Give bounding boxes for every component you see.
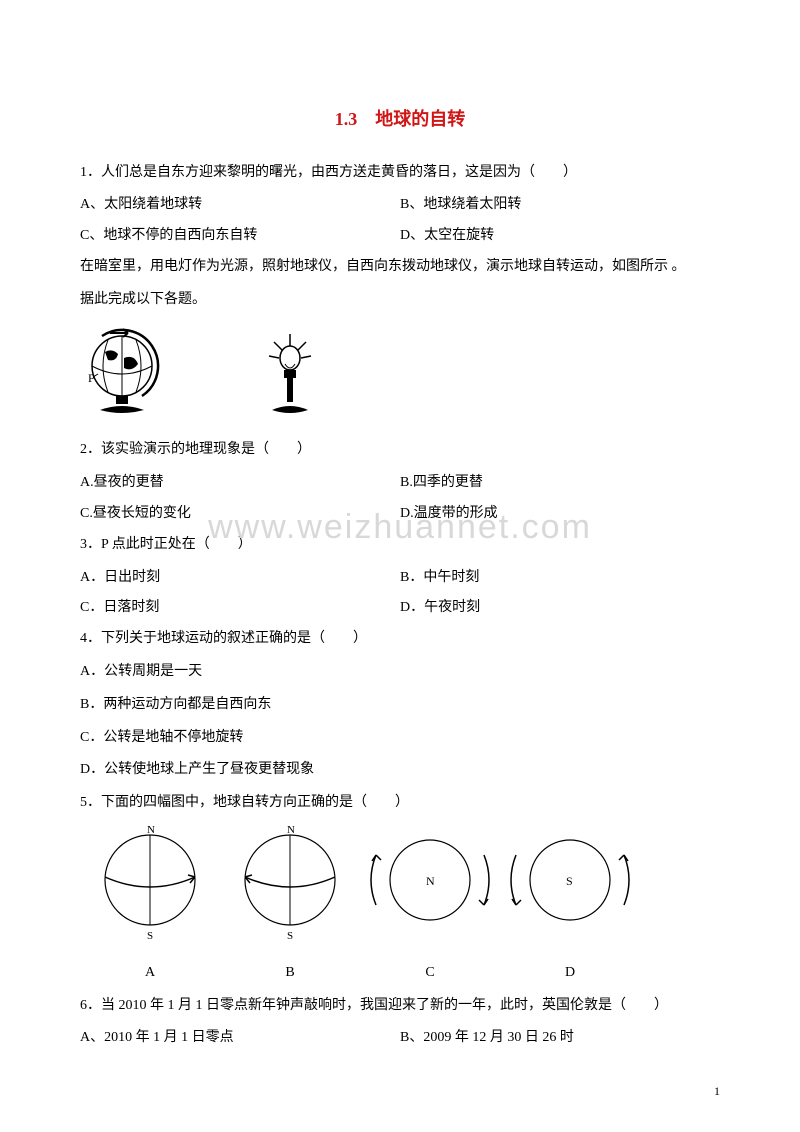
q6-optB: B、2009 年 12 月 30 日 26 时 — [400, 1023, 720, 1054]
diagram-a: N S — [105, 825, 195, 942]
label-p: P — [88, 371, 95, 385]
context-line1: 在暗室里，用电灯作为光源，照射地球仪，自西向东拨动地球仪，演示地球自转运动，如图… — [80, 252, 720, 283]
lamp-icon — [269, 334, 311, 413]
q2-row2: C.昼夜长短的变化 D.温度带的形成 — [80, 499, 720, 530]
label-d: D — [500, 958, 640, 989]
context-line2: 据此完成以下各题。 — [80, 285, 720, 316]
q4-optB: B．两种运动方向都是自西向东 — [80, 690, 720, 721]
q1-optA: A、太阳绕着地球转 — [80, 190, 400, 221]
svg-text:S: S — [147, 930, 153, 942]
q2-optA: A.昼夜的更替 — [80, 468, 400, 499]
diagram-labels: A B C D — [80, 958, 640, 989]
q4-optC: C．公转是地轴不停地旋转 — [80, 723, 720, 754]
globe-lamp-diagram: P — [80, 324, 720, 432]
svg-text:S: S — [566, 874, 573, 888]
diagram-c: N — [371, 840, 489, 920]
diagram-b: N S — [245, 825, 335, 942]
q3-optD: D．午夜时刻 — [400, 593, 720, 624]
q2-optB: B.四季的更替 — [400, 468, 720, 499]
q3-stem: 3．P 点此时正处在（ ） — [80, 530, 720, 561]
q3-row1: A．日出时刻 B．中午时刻 — [80, 563, 720, 594]
q3-optA: A．日出时刻 — [80, 563, 400, 594]
q2-optC: C.昼夜长短的变化 — [80, 499, 400, 530]
globe-icon: P — [88, 329, 158, 413]
q2-stem: 2．该实验演示的地理现象是（ ） — [80, 435, 720, 466]
q4-stem: 4．下列关于地球运动的叙述正确的是（ ） — [80, 624, 720, 655]
label-c: C — [360, 958, 500, 989]
q5-stem: 5．下面的四幅图中，地球自转方向正确的是（ ） — [80, 788, 720, 819]
q1-optB: B、地球绕着太阳转 — [400, 190, 720, 221]
q6-row1: A、2010 年 1 月 1 日零点 B、2009 年 12 月 30 日 26… — [80, 1023, 720, 1054]
q3-optB: B．中午时刻 — [400, 563, 720, 594]
page-title: 1.3 地球的自转 — [80, 100, 720, 140]
label-b: B — [220, 958, 360, 989]
q4-optA: A．公转周期是一天 — [80, 657, 720, 688]
diagram-d: S — [511, 840, 629, 920]
q1-optD: D、太空在旋转 — [400, 221, 720, 252]
q1-row2: C、地球不停的自西向东自转 D、太空在旋转 — [80, 221, 720, 252]
q1-row1: A、太阳绕着地球转 B、地球绕着太阳转 — [80, 190, 720, 221]
q1-stem: 1．人们总是自东方迎来黎明的曙光，由西方送走黄昏的落日，这是因为（ ） — [80, 158, 720, 189]
label-a: A — [80, 958, 220, 989]
q3-row2: C．日落时刻 D．午夜时刻 — [80, 593, 720, 624]
q6-stem: 6．当 2010 年 1 月 1 日零点新年钟声敲响时，我国迎来了新的一年，此时… — [80, 991, 720, 1022]
q4-optD: D．公转使地球上产生了昼夜更替现象 — [80, 755, 720, 786]
page-number: 1 — [714, 1078, 720, 1104]
svg-text:N: N — [147, 825, 155, 836]
q2-optD: D.温度带的形成 — [400, 499, 720, 530]
q1-optC: C、地球不停的自西向东自转 — [80, 221, 400, 252]
svg-text:S: S — [287, 930, 293, 942]
svg-text:N: N — [287, 825, 295, 836]
q3-optC: C．日落时刻 — [80, 593, 400, 624]
svg-text:N: N — [426, 874, 435, 888]
rotation-diagram: N S N S N S — [80, 825, 720, 989]
q6-optA: A、2010 年 1 月 1 日零点 — [80, 1023, 400, 1054]
q2-row1: A.昼夜的更替 B.四季的更替 — [80, 468, 720, 499]
